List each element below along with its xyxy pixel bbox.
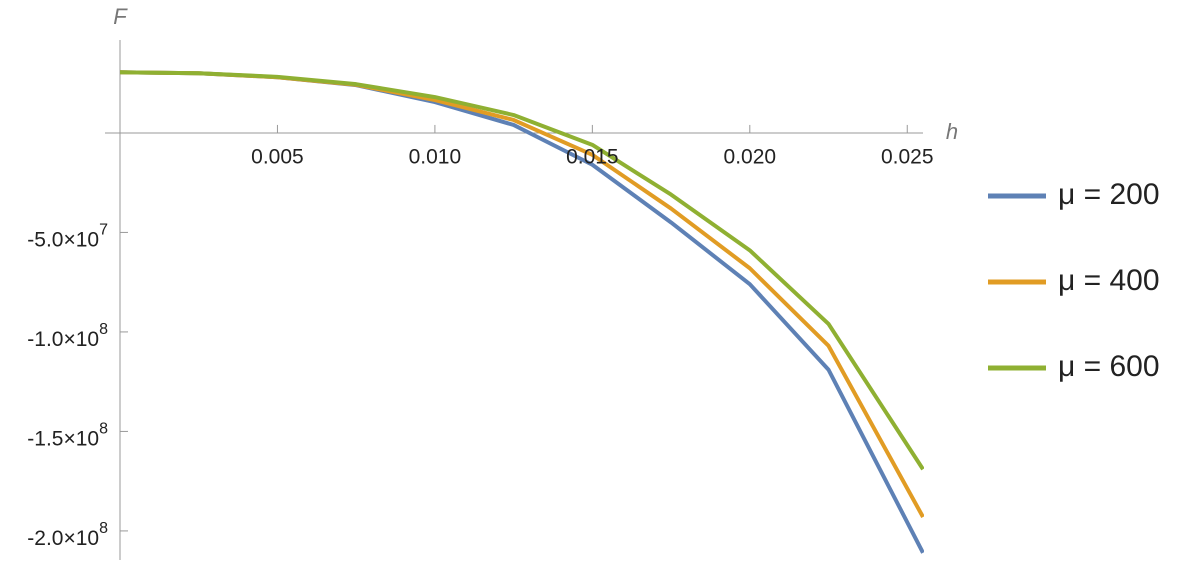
legend-label: μ = 200	[1058, 178, 1160, 211]
tick-mantissa: -1.5×10	[27, 427, 99, 450]
plot-area	[120, 70, 924, 554]
y-tick-label: -1.0×108	[27, 321, 108, 350]
y-tick-label: -2.0×108	[27, 520, 108, 549]
x-tick-label: 0.010	[409, 145, 462, 168]
x-tick-label: 0.005	[251, 145, 304, 168]
tick-mantissa: -1.0×10	[27, 327, 99, 350]
x-tick-label: 0.025	[881, 145, 934, 168]
series-line	[120, 70, 924, 471]
x-tick-label: 0.015	[566, 145, 619, 168]
x-tick-label: 0.020	[724, 145, 777, 168]
y-axis-label: F	[113, 4, 128, 29]
tick-exponent: 8	[99, 520, 108, 537]
series-line	[120, 70, 924, 554]
series-line	[120, 70, 924, 518]
tick-exponent: 8	[99, 421, 108, 438]
tick-exponent: 8	[99, 321, 108, 338]
legend-label: μ = 400	[1058, 264, 1160, 297]
legend-label: μ = 600	[1058, 350, 1160, 383]
tick-exponent: 7	[99, 222, 108, 239]
x-axis-label: h	[946, 119, 958, 144]
y-tick-label: -5.0×107	[27, 222, 108, 251]
tick-mantissa: -2.0×10	[27, 526, 99, 549]
y-tick-label: -1.5×108	[27, 421, 108, 450]
tick-mantissa: -5.0×10	[27, 228, 99, 251]
